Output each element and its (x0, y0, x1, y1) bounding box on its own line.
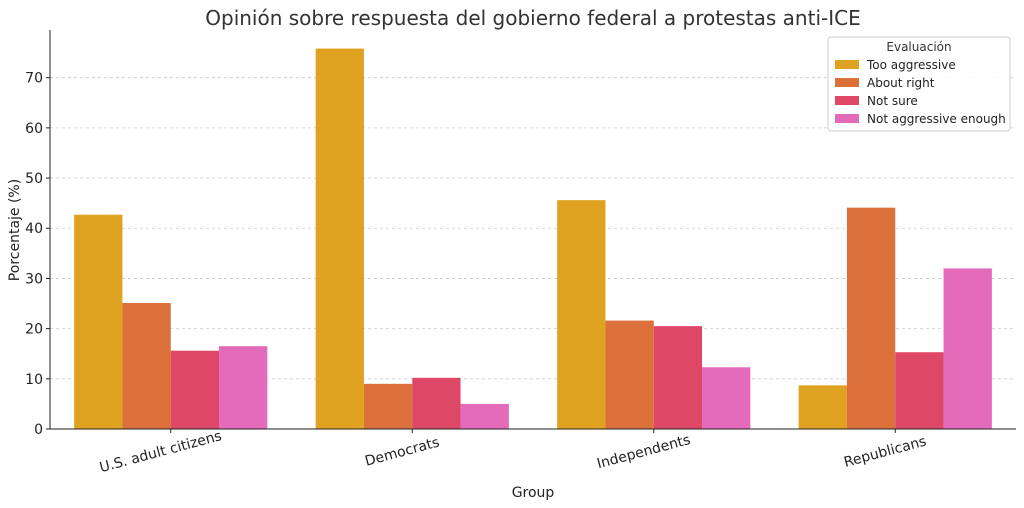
bar (943, 268, 992, 429)
legend-swatch (835, 96, 859, 105)
legend-label: Not aggressive enough (867, 112, 1006, 126)
legend-swatch (835, 60, 859, 69)
y-tick-label: 30 (25, 271, 43, 287)
y-axis-title: Porcentaje (%) (7, 179, 23, 281)
bar (74, 214, 123, 429)
bar (846, 207, 896, 429)
x-tick-label: Republicans (842, 433, 928, 470)
x-axis-title: Group (512, 485, 555, 501)
y-tick-label: 0 (34, 422, 43, 438)
legend-items: Too aggressive About right Not sure Not agg… (835, 58, 1006, 126)
legend: Evaluación Too aggressive About right Not … (827, 36, 1011, 132)
bar (460, 403, 509, 429)
bar (798, 385, 847, 429)
y-tick-label: 40 (25, 221, 43, 237)
y-ticks: 0 10 20 30 40 50 60 70 (25, 71, 50, 438)
bar (412, 377, 461, 429)
bar (557, 200, 606, 429)
y-tick-label: 60 (25, 121, 43, 137)
x-tick-label: Democrats (363, 435, 441, 470)
bar (605, 320, 654, 429)
y-tick-label: 20 (25, 322, 43, 338)
legend-swatch (835, 78, 859, 87)
x-ticks: U.S. adult citizens Democrats Independents… (98, 428, 928, 476)
bar (363, 383, 413, 429)
x-tick-label: Independents (595, 432, 692, 472)
y-tick-label: 50 (25, 171, 43, 187)
y-tick-label: 10 (25, 372, 43, 388)
bar (315, 48, 364, 429)
legend-label: Too aggressive (866, 58, 956, 72)
legend-swatch (835, 114, 859, 123)
legend-title: Evaluación (886, 40, 951, 54)
bar (895, 352, 944, 429)
legend-label: Not sure (867, 94, 918, 108)
axes (49, 30, 1016, 430)
legend-frame (827, 36, 1011, 132)
legend-label: About right (867, 76, 935, 90)
x-tick-label: U.S. adult citizens (98, 428, 224, 476)
bar (653, 326, 703, 429)
bar (219, 346, 268, 429)
bar (702, 367, 751, 429)
bars (74, 48, 992, 429)
bar (170, 350, 220, 429)
bar (122, 303, 171, 429)
chart-title: Opinión sobre respuesta del gobierno fed… (205, 6, 860, 30)
y-tick-label: 70 (25, 71, 43, 87)
